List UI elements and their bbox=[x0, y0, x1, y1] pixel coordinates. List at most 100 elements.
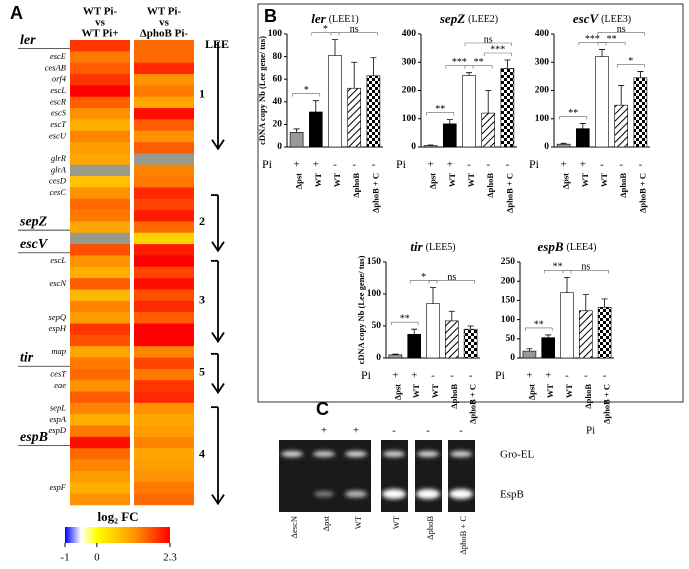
significance-label: ns bbox=[447, 272, 456, 283]
heatmap-cell bbox=[70, 142, 130, 154]
heatmap-cell bbox=[134, 176, 194, 188]
lane-label: ΔphoB + C bbox=[458, 516, 468, 555]
error-bar bbox=[599, 49, 605, 57]
heatmap-cell bbox=[134, 210, 194, 222]
heatmap-cell bbox=[134, 493, 194, 506]
lee-group-label: 5 bbox=[199, 364, 205, 378]
error-bar bbox=[637, 71, 644, 78]
x-tick-label: WT bbox=[411, 384, 421, 399]
lee-arrowhead bbox=[211, 241, 225, 253]
heatmap-cell bbox=[70, 357, 130, 370]
gene-label: espA bbox=[49, 414, 66, 424]
band-label: Gro-EL bbox=[500, 449, 534, 461]
chart-title-gene: escV bbox=[573, 11, 600, 26]
gene-label: glrR bbox=[51, 153, 67, 163]
chart-title: tir (LEE5) bbox=[410, 239, 455, 254]
pi-sign: - bbox=[486, 159, 490, 171]
colorbar-tick-label: -1 bbox=[60, 552, 69, 564]
heatmap-cell bbox=[70, 493, 130, 506]
y-tick-label: 100 bbox=[268, 29, 283, 39]
heatmap-cell bbox=[70, 96, 130, 109]
gene-label: eae bbox=[54, 380, 66, 390]
heatmap-cell bbox=[134, 96, 194, 109]
heatmap-cell bbox=[70, 459, 130, 472]
lee-arrowhead bbox=[211, 139, 225, 151]
x-tick-label: WT bbox=[466, 173, 476, 188]
heatmap-cell bbox=[70, 391, 130, 404]
heatmap-cell bbox=[70, 334, 130, 347]
gene-label-major: tir bbox=[20, 350, 34, 365]
significance-label: * bbox=[421, 272, 426, 283]
bar bbox=[407, 334, 422, 359]
y-tick-label: 100 bbox=[367, 289, 382, 299]
heatmap-cell bbox=[70, 176, 130, 188]
significance-bracket bbox=[464, 42, 512, 46]
x-tick-label: WT bbox=[580, 173, 590, 188]
significance-bracket bbox=[292, 93, 321, 97]
y-tick-label: 0 bbox=[544, 142, 549, 152]
gene-label: espH bbox=[49, 323, 67, 333]
heatmap-cell bbox=[134, 448, 194, 460]
heatmap-cell bbox=[134, 470, 194, 483]
bar bbox=[328, 55, 342, 148]
y-tick-label: 100 bbox=[501, 315, 516, 325]
heatmap-cell bbox=[70, 74, 130, 86]
gene-label-major: ler bbox=[20, 33, 36, 48]
bar bbox=[500, 68, 515, 148]
heatmap-cell bbox=[70, 380, 130, 392]
pi-sign: + bbox=[392, 370, 398, 382]
bar bbox=[481, 112, 496, 148]
gene-label: escE bbox=[50, 51, 67, 61]
bar bbox=[633, 77, 648, 148]
gene-label: sepQ bbox=[49, 312, 66, 322]
x-tick-label: WT bbox=[545, 384, 555, 399]
heatmap-cell bbox=[134, 323, 194, 336]
heatmap-cell bbox=[70, 436, 130, 449]
y-tick-label: 150 bbox=[501, 296, 516, 306]
heatmap-cell bbox=[134, 187, 194, 200]
significance-label: ** bbox=[400, 313, 410, 324]
bar bbox=[578, 310, 593, 359]
x-tick-label: ΔphoB bbox=[485, 173, 495, 198]
x-tick-label: ΔphoB bbox=[351, 173, 361, 198]
error-bar bbox=[504, 59, 511, 69]
gene-label: cesT bbox=[50, 368, 67, 378]
significance-bracket bbox=[426, 112, 455, 116]
x-tick-label: WT bbox=[564, 384, 574, 399]
pi-sign: - bbox=[619, 159, 623, 171]
chart-title-gene: sepZ bbox=[439, 11, 465, 26]
gene-label: escS bbox=[51, 108, 67, 118]
heatmap-cell bbox=[134, 357, 194, 370]
bar bbox=[442, 123, 457, 148]
panel-letter: C bbox=[316, 399, 329, 419]
heatmap-cell bbox=[70, 425, 130, 438]
lee-group-label: 3 bbox=[199, 292, 205, 306]
significance-label: ns bbox=[484, 34, 493, 45]
heatmap-cell bbox=[70, 448, 130, 460]
bar bbox=[444, 320, 459, 359]
y-axis-label: cDNA copy Nb (Lee gene/ tus) bbox=[356, 255, 366, 364]
error-bar bbox=[466, 72, 472, 76]
error-bar bbox=[579, 123, 586, 129]
chart-title-lee: (LEE5) bbox=[426, 242, 456, 253]
heatmap-cell bbox=[70, 221, 130, 234]
y-tick-label: 400 bbox=[402, 29, 417, 39]
x-tick-label: WT bbox=[313, 173, 323, 188]
heatmap-cell bbox=[134, 255, 194, 268]
column-header: WT Pi+ bbox=[82, 28, 119, 40]
heatmap-cell bbox=[134, 266, 194, 279]
bar bbox=[556, 143, 571, 148]
heatmap-cell bbox=[134, 244, 194, 256]
heatmap-cell bbox=[134, 436, 194, 449]
x-tick-label: Δpst bbox=[294, 173, 304, 189]
error-bar bbox=[485, 90, 492, 114]
significance-bracket bbox=[597, 32, 645, 36]
x-tick-label: ΔphoB + C bbox=[637, 173, 647, 213]
bar bbox=[423, 145, 438, 148]
lee-group-label: 4 bbox=[199, 447, 205, 461]
pi-label: Pi bbox=[586, 425, 595, 437]
heatmap-cell bbox=[134, 289, 194, 302]
gene-label: cesC bbox=[49, 187, 66, 197]
pi-label: Pi bbox=[495, 368, 506, 382]
